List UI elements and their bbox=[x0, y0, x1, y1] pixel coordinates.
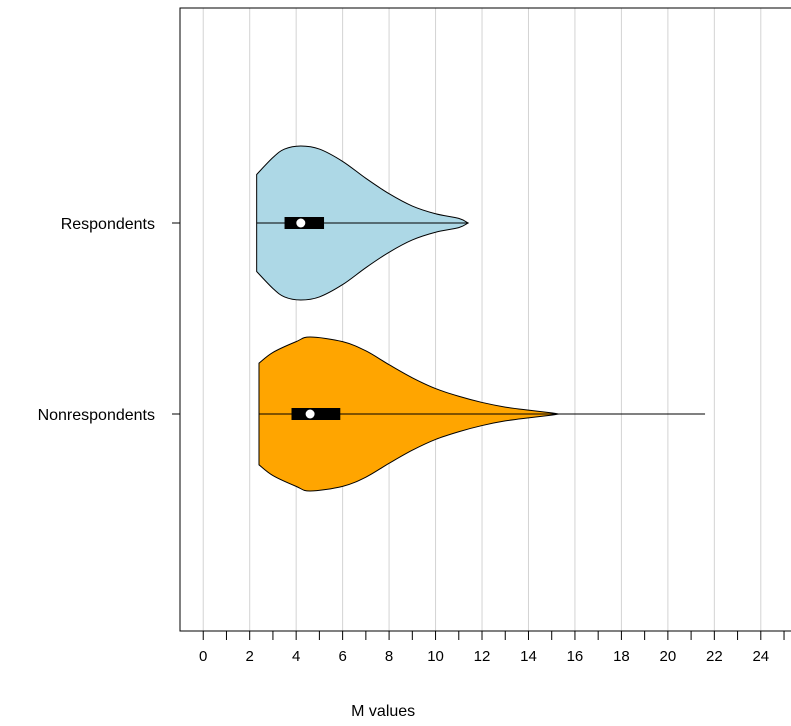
x-tick-label: 20 bbox=[660, 648, 677, 665]
x-axis-title: M values bbox=[351, 703, 415, 720]
x-tick-label: 12 bbox=[474, 648, 491, 665]
x-tick-label: 24 bbox=[752, 648, 769, 665]
x-tick-label: 22 bbox=[706, 648, 723, 665]
x-tick-label: 2 bbox=[246, 648, 254, 665]
violin-respondents bbox=[256, 145, 470, 301]
x-tick-label: 0 bbox=[199, 648, 207, 665]
plot-frame bbox=[179, 7, 791, 632]
y-axis: Respondents Nonrespondents bbox=[38, 216, 180, 424]
x-tick-label: 16 bbox=[567, 648, 584, 665]
x-tick-label: 4 bbox=[292, 648, 300, 665]
median-point bbox=[296, 218, 306, 228]
violin-nonrespondents bbox=[258, 336, 706, 492]
violins bbox=[256, 145, 706, 492]
x-tick-label: 14 bbox=[520, 648, 537, 665]
median-point bbox=[305, 409, 315, 419]
x-tick-label: 10 bbox=[427, 648, 444, 665]
x-tick-label: 18 bbox=[613, 648, 630, 665]
x-axis: 0 2 4 6 8 10 12 14 16 18 20 22 24 bbox=[199, 630, 785, 665]
category-label-respondents: Respondents bbox=[61, 216, 155, 233]
category-label-nonrespondents: Nonrespondents bbox=[38, 407, 155, 424]
x-tick-label: 8 bbox=[385, 648, 393, 665]
grid-lines bbox=[202, 8, 762, 631]
x-tick-label: 6 bbox=[338, 648, 346, 665]
iqr-box bbox=[291, 408, 341, 420]
